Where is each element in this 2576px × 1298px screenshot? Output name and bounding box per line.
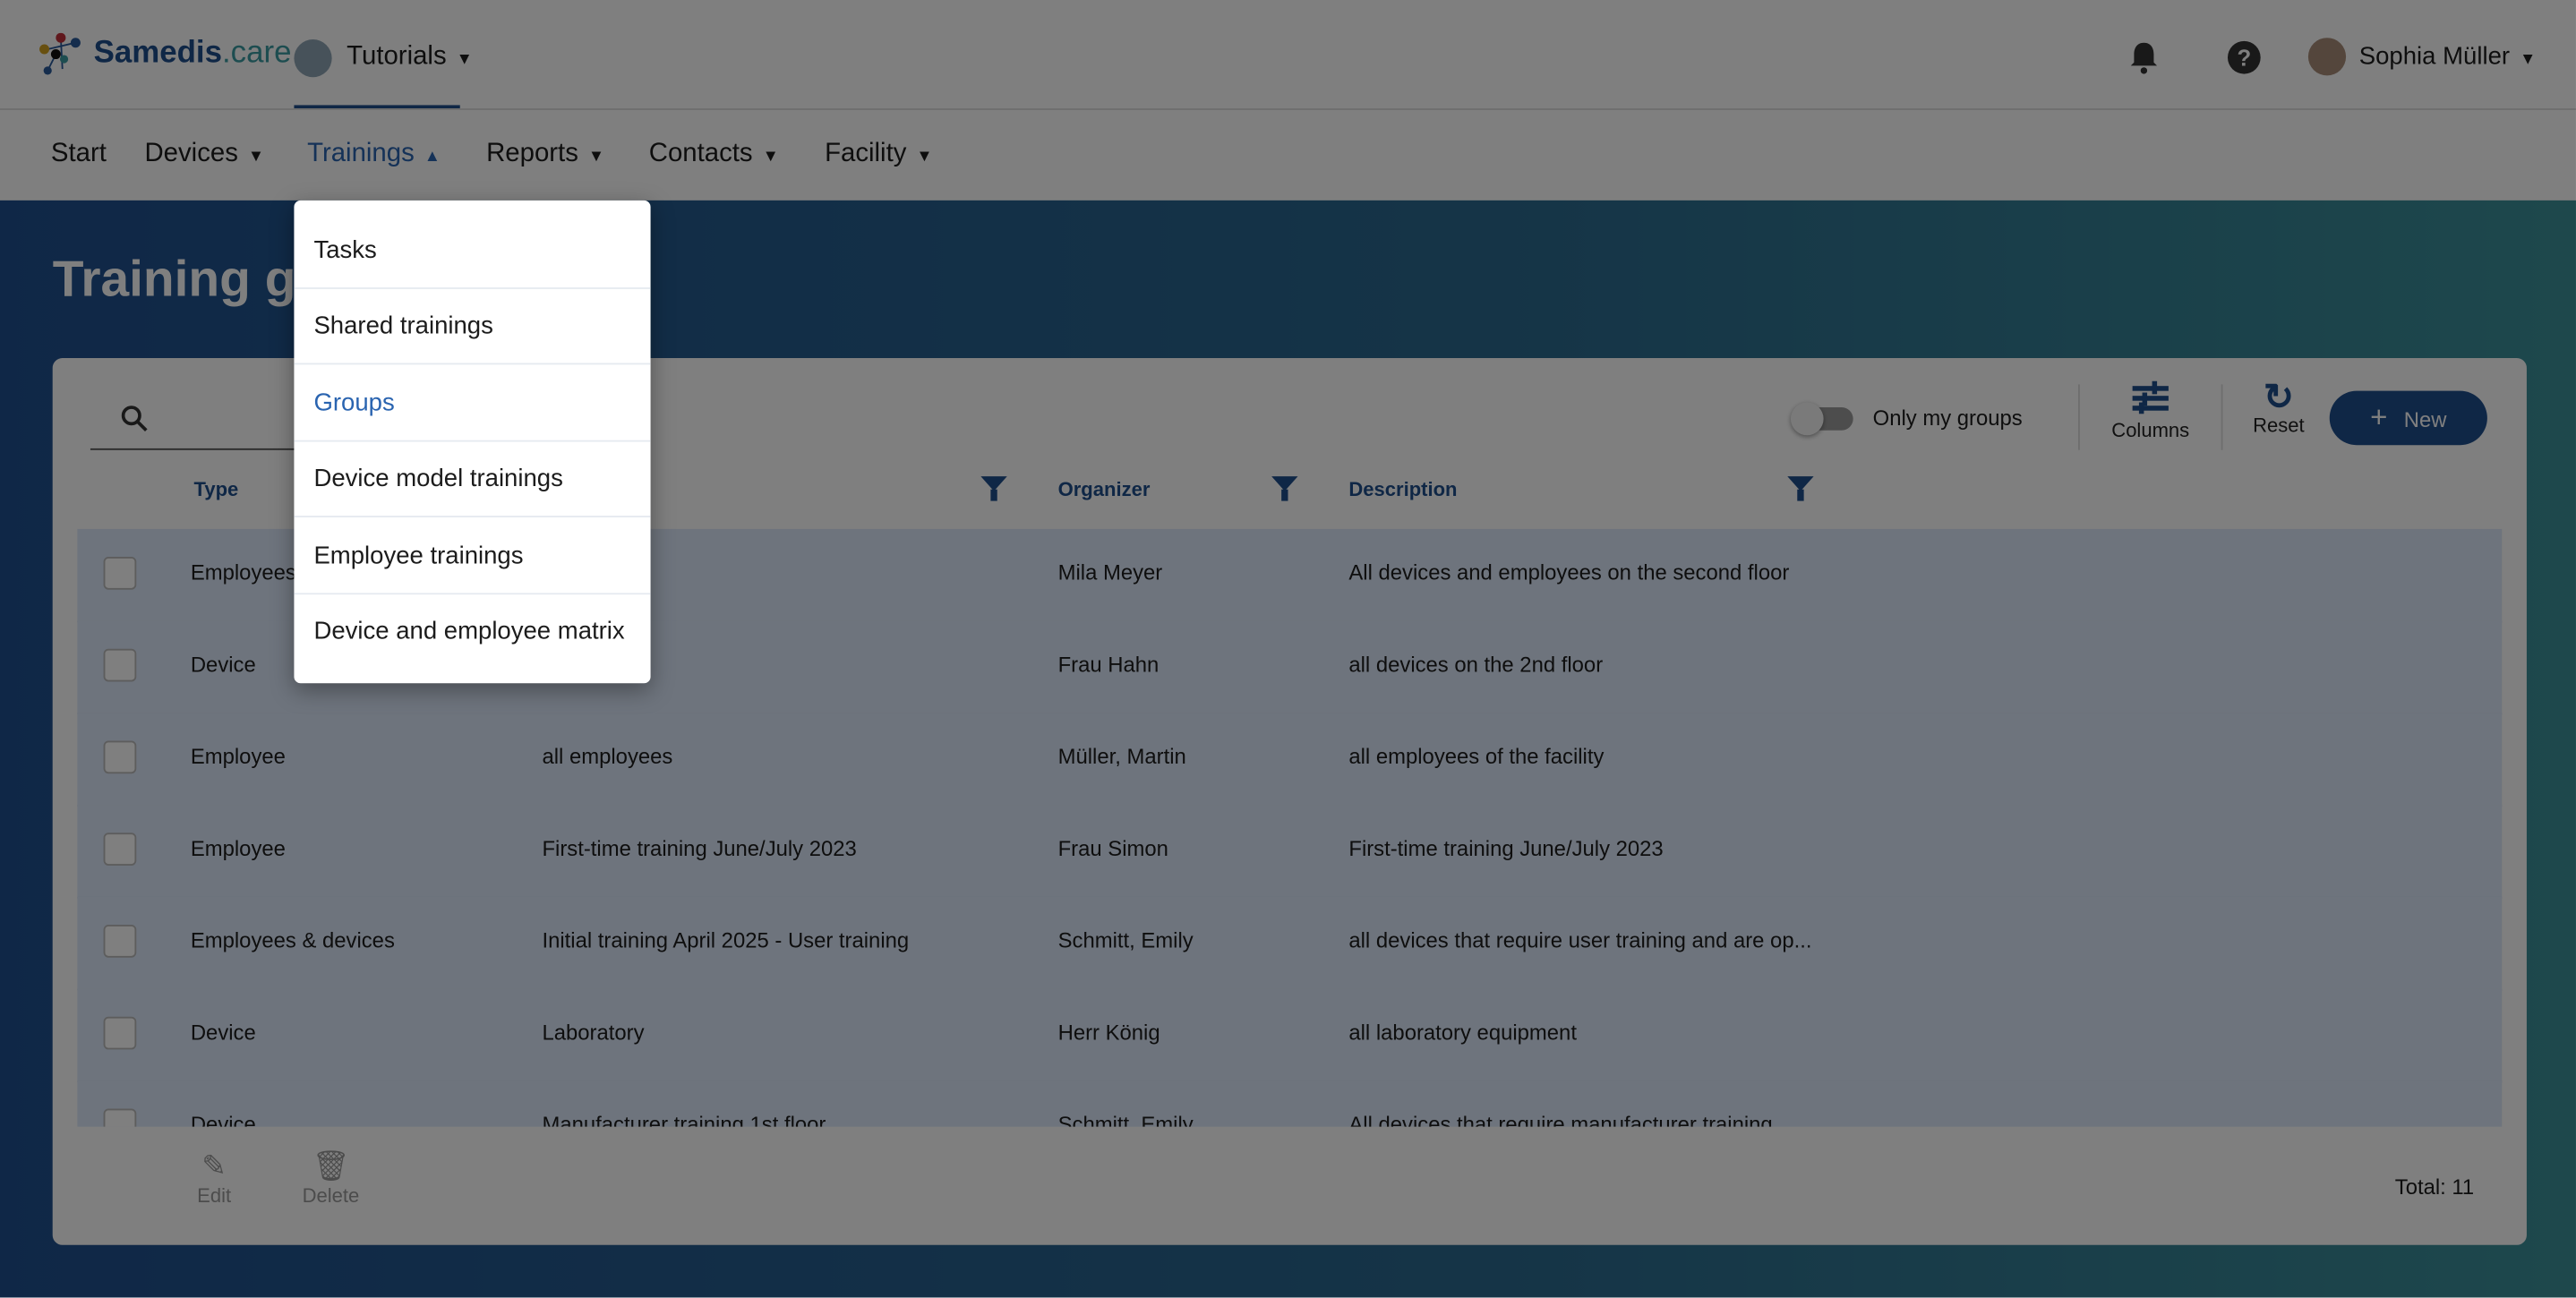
menu-item-device-employee-matrix[interactable]: Device and employee matrix	[294, 594, 650, 670]
menu-item-label: Tasks	[313, 236, 377, 265]
trainings-dropdown: Tasks Shared trainings Groups Device mod…	[294, 200, 651, 684]
menu-item-label: Groups	[313, 389, 395, 418]
menu-item-device-model-trainings[interactable]: Device model trainings	[294, 442, 651, 517]
menu-item-shared-trainings[interactable]: Shared trainings	[294, 289, 651, 365]
menu-item-groups[interactable]: Groups	[294, 366, 651, 442]
menu-item-employee-trainings[interactable]: Employee trainings	[294, 519, 651, 595]
menu-item-label: Shared trainings	[313, 312, 493, 340]
menu-item-label: Device model trainings	[313, 465, 563, 493]
menu-item-label: Employee trainings	[313, 542, 524, 570]
menu-item-label: Device and employee matrix	[313, 617, 625, 646]
menu-item-tasks[interactable]: Tasks	[294, 214, 651, 289]
